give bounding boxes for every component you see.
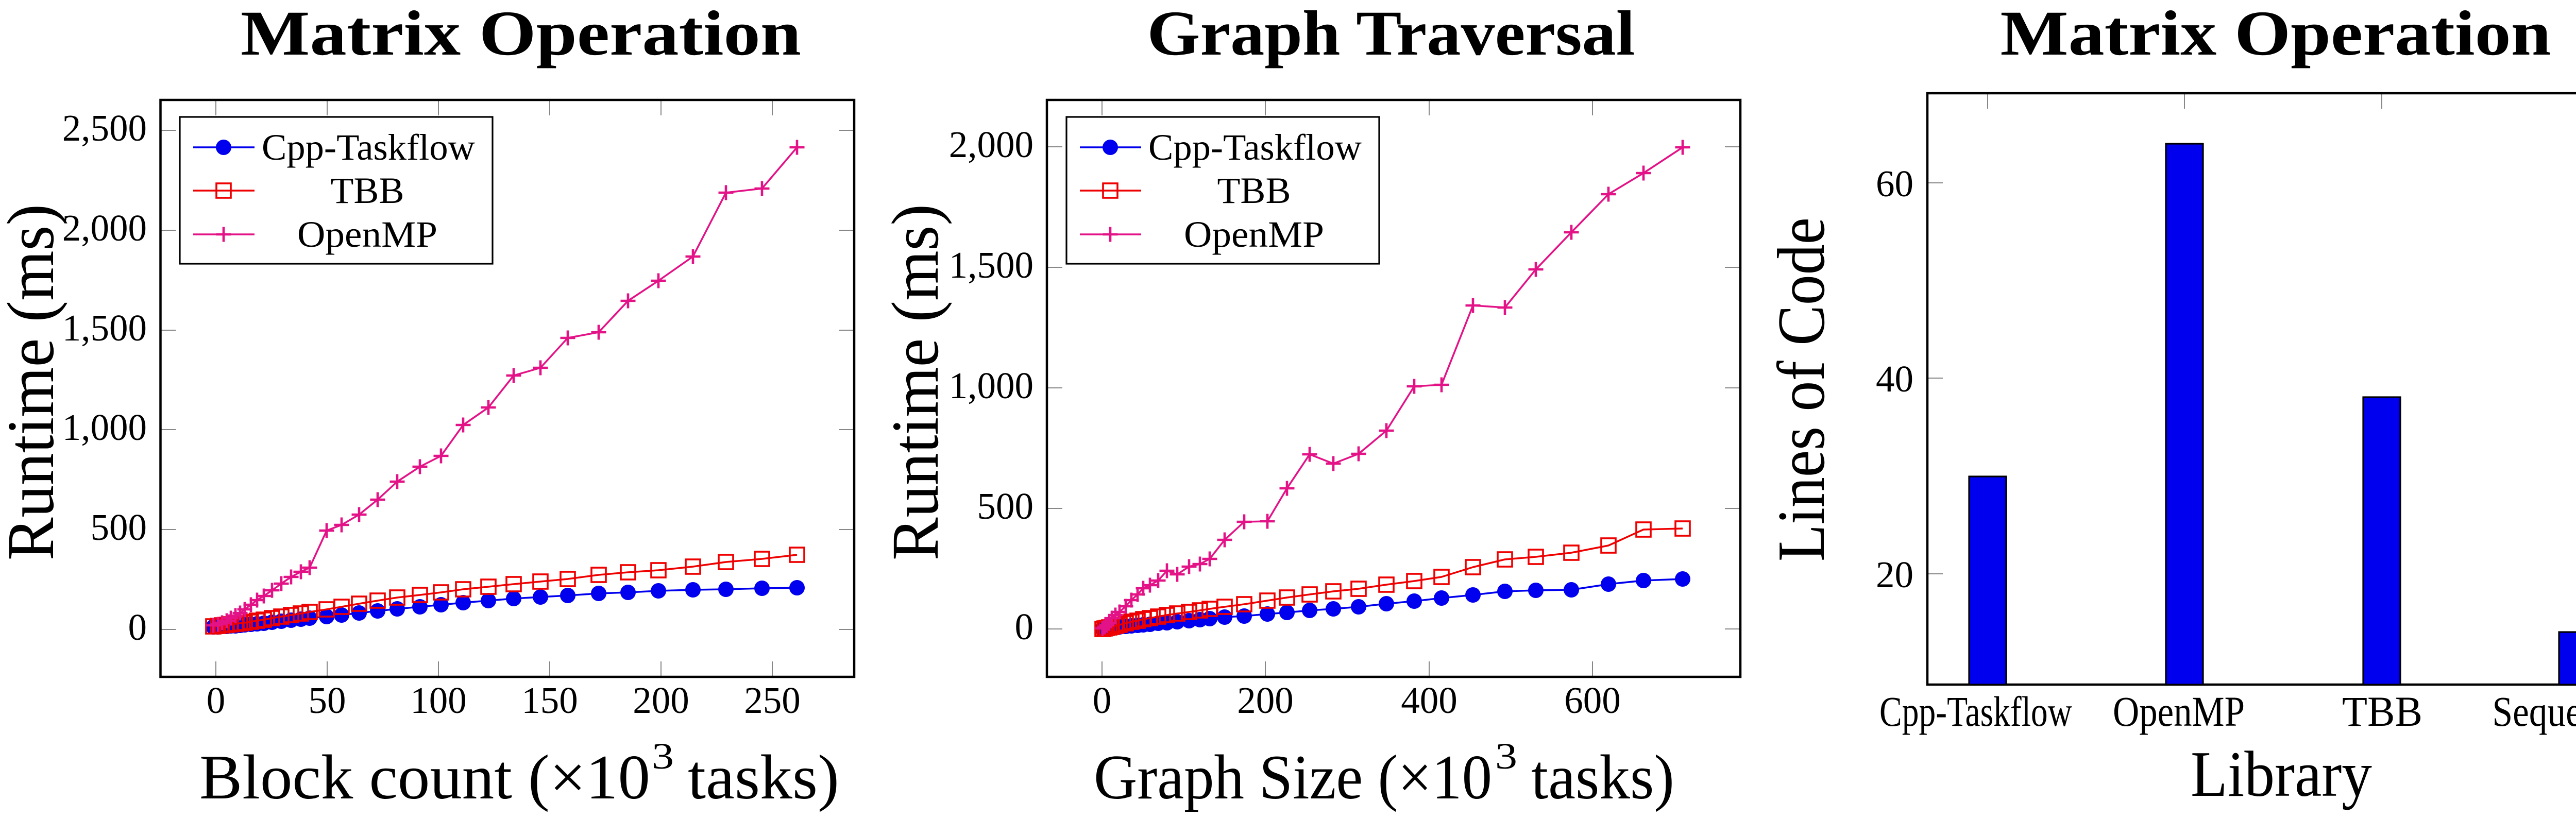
svg-text:600: 600	[1564, 679, 1621, 721]
svg-text:tasks): tasks)	[1531, 742, 1674, 812]
svg-text:500: 500	[91, 506, 147, 548]
svg-text:1,500: 1,500	[62, 307, 147, 349]
svg-text:OpenMP: OpenMP	[2113, 688, 2245, 735]
svg-text:OpenMP: OpenMP	[297, 214, 437, 255]
svg-text:TBB: TBB	[331, 170, 404, 211]
svg-text:Lines of Code: Lines of Code	[1764, 217, 1839, 561]
svg-text:400: 400	[1401, 679, 1458, 721]
svg-text:OpenMP: OpenMP	[1184, 214, 1324, 255]
svg-text:Library: Library	[2191, 739, 2372, 810]
svg-text:Block count (×10: Block count (×10	[199, 742, 650, 812]
svg-text:1,500: 1,500	[949, 244, 1033, 286]
svg-text:0: 0	[1015, 606, 1034, 647]
svg-text:Sequential: Sequential	[2493, 688, 2576, 735]
svg-text:TBB: TBB	[1217, 170, 1291, 211]
svg-text:TBB: TBB	[2342, 688, 2422, 735]
svg-text:500: 500	[977, 485, 1034, 527]
svg-text:1,000: 1,000	[949, 365, 1033, 406]
svg-text:50: 50	[309, 679, 346, 721]
svg-text:100: 100	[410, 679, 467, 721]
svg-text:0: 0	[128, 606, 147, 648]
svg-text:Cpp-Taskflow: Cpp-Taskflow	[1879, 688, 2072, 735]
svg-text:60: 60	[1876, 163, 1913, 204]
svg-text:tasks): tasks)	[688, 742, 839, 812]
svg-text:Cpp-Taskflow: Cpp-Taskflow	[1148, 127, 1362, 168]
svg-text:3: 3	[652, 736, 674, 777]
svg-text:3: 3	[1495, 736, 1517, 777]
svg-text:Graph Traversal: Graph Traversal	[1147, 0, 1635, 69]
svg-text:200: 200	[633, 679, 689, 721]
svg-text:0: 0	[1093, 679, 1112, 721]
svg-text:Runtime (ms): Runtime (ms)	[878, 204, 953, 560]
svg-text:20: 20	[1876, 554, 1913, 595]
svg-text:2,000: 2,000	[62, 207, 147, 249]
svg-text:Graph Size (×10: Graph Size (×10	[1094, 742, 1492, 812]
svg-text:40: 40	[1876, 358, 1913, 400]
svg-text:2,500: 2,500	[62, 107, 147, 149]
svg-text:250: 250	[744, 679, 801, 721]
svg-text:1,000: 1,000	[62, 406, 147, 448]
svg-text:Matrix Operation: Matrix Operation	[2001, 0, 2551, 69]
svg-text:Cpp-Taskflow: Cpp-Taskflow	[262, 127, 475, 168]
svg-text:200: 200	[1237, 679, 1294, 721]
svg-text:0: 0	[207, 679, 226, 721]
svg-text:150: 150	[521, 679, 578, 721]
svg-text:2,000: 2,000	[949, 124, 1033, 165]
svg-text:Runtime (ms): Runtime (ms)	[0, 204, 68, 560]
svg-text:Matrix Operation: Matrix Operation	[241, 0, 801, 69]
